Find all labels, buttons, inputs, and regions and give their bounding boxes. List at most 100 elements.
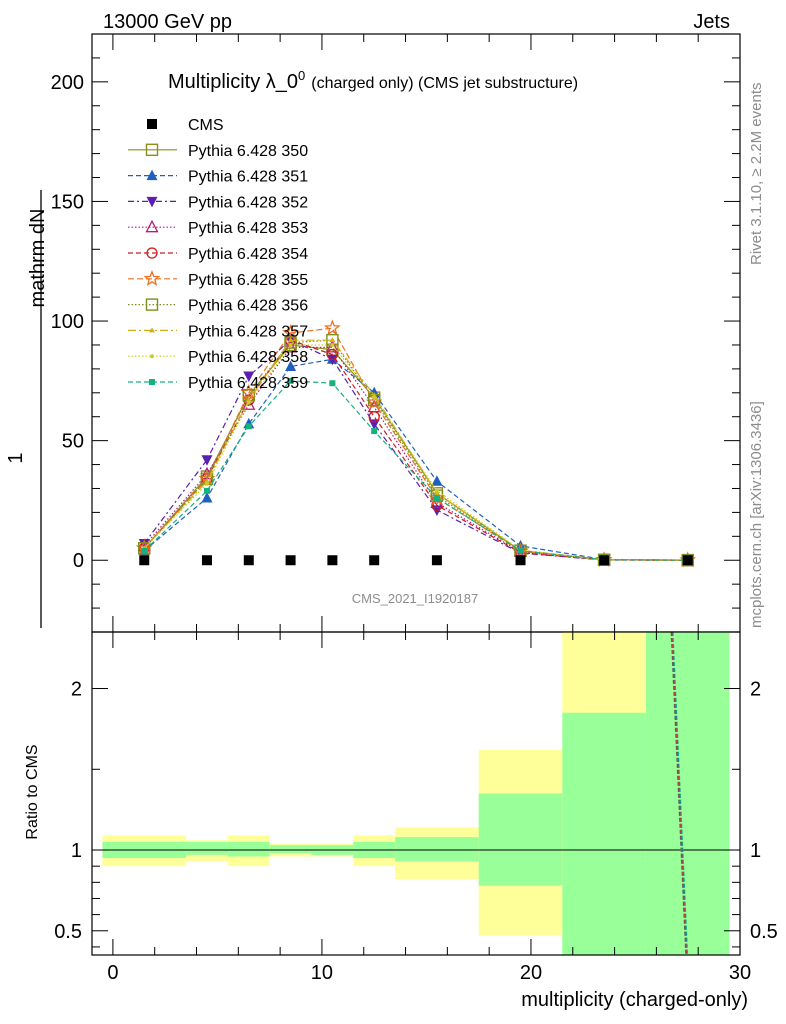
svg-text:1: 1 (5, 452, 27, 463)
series-pythia-6-428-352 (138, 335, 694, 567)
ratio-y-tick-label-right: 1 (750, 840, 761, 862)
data-point (434, 488, 439, 493)
legend-marker (146, 169, 158, 181)
legend-marker (149, 327, 155, 333)
legend-marker (145, 219, 159, 233)
ratio-y-tick-label-right: 2 (750, 679, 761, 701)
stat-uncertainty-band (269, 845, 312, 854)
data-point (245, 423, 252, 430)
data-point (287, 337, 294, 343)
legend-marker (146, 196, 158, 208)
series-line (143, 380, 688, 561)
legend-entry: Pythia 6.428 357 (128, 323, 308, 340)
legend-marker (143, 270, 161, 286)
legend-label: Pythia 6.428 359 (188, 375, 308, 392)
jets-label: Jets (693, 11, 730, 33)
top-chart-title: Multiplicity λ_00 (charged only) (CMS jet… (168, 68, 578, 93)
legend-marker (145, 143, 159, 157)
data-point (201, 555, 212, 566)
legend-label: Pythia 6.428 351 (188, 169, 308, 186)
data-point (138, 542, 151, 555)
stat-uncertainty-band (478, 793, 563, 886)
ratio-y-tick-label: 2 (71, 679, 82, 701)
legend-entry: Pythia 6.428 358 (128, 349, 308, 366)
data-point (246, 400, 251, 405)
top-y-axis-label: mathrm dN 1 (5, 190, 49, 628)
legend-entry: Pythia 6.428 353 (128, 219, 308, 237)
energy-label: 13000 GeV pp (103, 11, 232, 33)
data-point (433, 495, 440, 502)
data-point (285, 360, 297, 371)
data-point (599, 555, 610, 566)
analysis-watermark: CMS_2021_I1920187 (352, 591, 479, 606)
series-line (143, 339, 688, 561)
x-tick-label: 10 (311, 962, 333, 984)
legend-label: Pythia 6.428 350 (188, 143, 308, 160)
data-point (284, 336, 297, 349)
data-point (204, 481, 209, 486)
data-point (368, 419, 380, 430)
series-line (143, 339, 688, 561)
legend-label: Pythia 6.428 357 (188, 323, 308, 340)
data-point (327, 555, 338, 566)
data-point (201, 492, 213, 503)
data-point (329, 380, 336, 387)
data-point (139, 555, 150, 566)
data-point (141, 547, 148, 554)
legend-marker (150, 354, 154, 359)
data-point (288, 342, 293, 347)
data-point (329, 337, 336, 343)
data-point (285, 555, 296, 566)
data-point (368, 411, 380, 423)
stat-uncertainty-band (562, 712, 646, 955)
data-point (323, 319, 341, 336)
data-point (517, 547, 524, 554)
data-point (330, 342, 335, 347)
y-tick-label: 200 (51, 72, 84, 94)
series-line (143, 346, 688, 561)
data-point (287, 377, 294, 384)
legend-label: Pythia 6.428 356 (188, 298, 308, 315)
ratio-y-tick-label: 0.5 (54, 921, 82, 943)
y-tick-label: 100 (51, 311, 84, 333)
data-point (431, 555, 442, 566)
ratio-y-tick-label-right: 0.5 (750, 921, 778, 943)
x-tick-label: 0 (107, 962, 118, 984)
legend-label: CMS (188, 117, 224, 134)
data-point (203, 487, 210, 494)
data-point (369, 555, 380, 566)
stat-uncertainty-band (645, 632, 730, 955)
series-line (143, 339, 688, 561)
data-point (372, 395, 377, 400)
data-point (282, 324, 299, 341)
stat-uncertainty-band (395, 837, 479, 862)
x-tick-label: 20 (520, 962, 542, 984)
series-cms (139, 555, 693, 566)
data-point (431, 475, 443, 486)
data-point (371, 392, 378, 398)
y-tick-label: 50 (62, 431, 84, 453)
data-point (245, 396, 252, 402)
data-point (201, 455, 213, 466)
data-point (243, 371, 255, 383)
y-tick-label: 150 (51, 191, 84, 213)
data-point (325, 339, 339, 353)
legend-entry: Pythia 6.428 351 (128, 169, 308, 186)
legend: CMS Pythia 6.428 350 Pythia 6.428 351 Pythi… (128, 117, 308, 392)
data-point (243, 555, 254, 566)
x-axis-label: multiplicity (charged-only) (521, 989, 748, 1011)
stat-uncertainty-band (186, 841, 228, 855)
legend-entry: Pythia 6.428 359 (128, 375, 308, 392)
legend-label: Pythia 6.428 352 (188, 194, 308, 211)
legend-label: Pythia 6.428 358 (188, 349, 308, 366)
data-point (326, 348, 339, 361)
legend-entry: Pythia 6.428 352 (128, 194, 308, 211)
legend-label: Pythia 6.428 353 (188, 220, 308, 237)
data-point (371, 428, 378, 435)
legend-entry: Pythia 6.428 356 (128, 298, 308, 315)
stat-uncertainty-band (227, 841, 270, 857)
legend-entry: Pythia 6.428 354 (128, 246, 308, 263)
legend-label: Pythia 6.428 355 (188, 272, 308, 289)
rivet-label: Rivet 3.1.10, ≥ 2.2M events (748, 83, 765, 266)
